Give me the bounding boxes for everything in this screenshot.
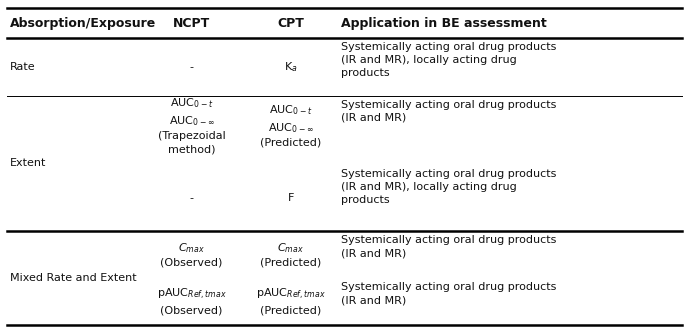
Text: F: F xyxy=(287,193,294,203)
Text: Systemically acting oral drug products
(IR and MR): Systemically acting oral drug products (… xyxy=(341,100,557,123)
Text: Extent: Extent xyxy=(10,158,47,168)
Text: $C_{max}$
(Observed): $C_{max}$ (Observed) xyxy=(161,241,223,268)
Text: NCPT: NCPT xyxy=(173,16,210,30)
Text: CPT: CPT xyxy=(277,16,305,30)
Text: Systemically acting oral drug products
(IR and MR), locally acting drug
products: Systemically acting oral drug products (… xyxy=(341,169,557,205)
Text: AUC$_{0-t}$
AUC$_{0-∞}$
(Trapezoidal
method): AUC$_{0-t}$ AUC$_{0-∞}$ (Trapezoidal met… xyxy=(158,96,225,154)
Text: Absorption/Exposure: Absorption/Exposure xyxy=(10,16,156,30)
Text: Application in BE assessment: Application in BE assessment xyxy=(341,16,547,30)
Text: AUC$_{0-t}$
AUC$_{0-∞}$
(Predicted): AUC$_{0-t}$ AUC$_{0-∞}$ (Predicted) xyxy=(260,103,321,148)
Text: Systemically acting oral drug products
(IR and MR), locally acting drug
products: Systemically acting oral drug products (… xyxy=(341,42,557,78)
Text: $C_{max}$
(Predicted): $C_{max}$ (Predicted) xyxy=(260,241,321,268)
Text: Systemically acting oral drug products
(IR and MR): Systemically acting oral drug products (… xyxy=(341,282,557,305)
Text: Systemically acting oral drug products
(IR and MR): Systemically acting oral drug products (… xyxy=(341,235,557,258)
Text: pAUC$_{Ref,tmax}$
(Predicted): pAUC$_{Ref,tmax}$ (Predicted) xyxy=(256,287,326,315)
Text: Rate: Rate xyxy=(10,62,36,72)
Text: -: - xyxy=(189,62,194,72)
Text: K$_a$: K$_a$ xyxy=(284,60,298,74)
Text: pAUC$_{Ref,tmax}$
(Observed): pAUC$_{Ref,tmax}$ (Observed) xyxy=(156,287,227,315)
Text: Mixed Rate and Extent: Mixed Rate and Extent xyxy=(10,273,137,283)
Text: -: - xyxy=(189,193,194,203)
